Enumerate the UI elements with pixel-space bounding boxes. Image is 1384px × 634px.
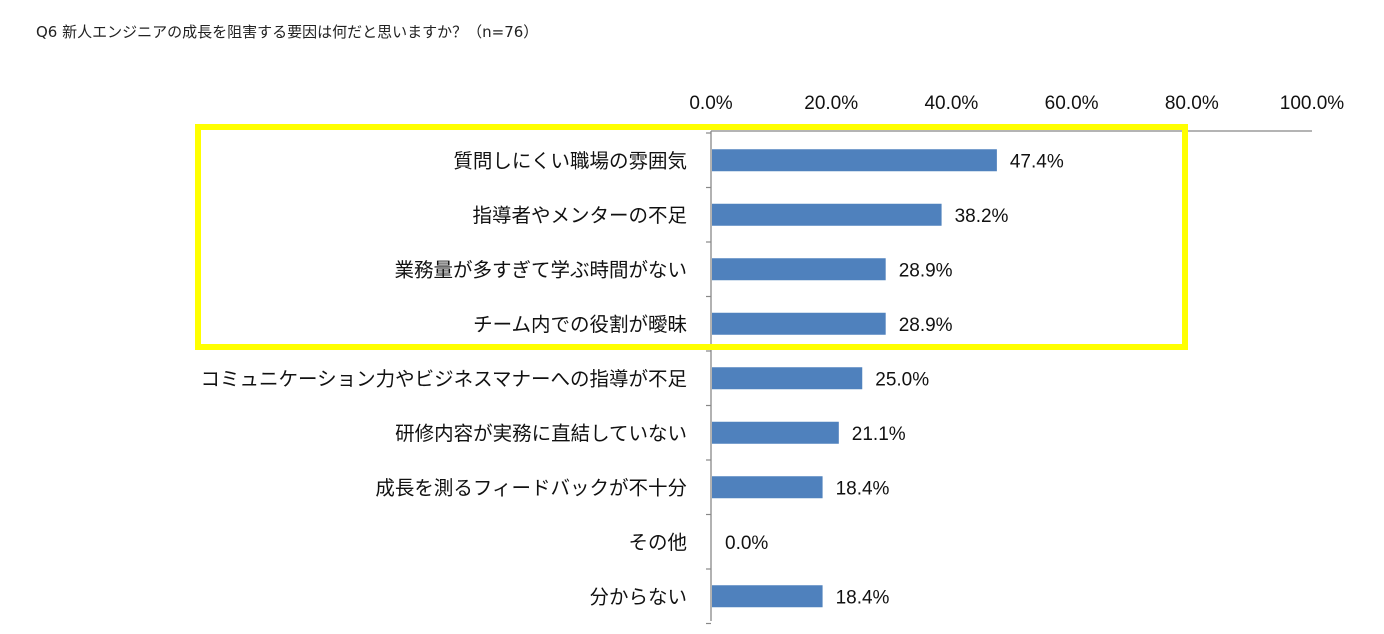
category-label: 研修内容が実務に直結していない — [395, 422, 687, 445]
data-label: 18.4% — [836, 478, 890, 499]
bar — [712, 476, 823, 499]
bar — [712, 585, 823, 608]
data-label: 21.1% — [852, 424, 906, 445]
bar — [712, 312, 886, 335]
data-label: 28.9% — [899, 260, 953, 281]
bar — [712, 149, 997, 172]
category-label: 質問しにくい職場の雰囲気 — [453, 149, 687, 172]
x-tick-label: 100.0% — [1280, 93, 1345, 114]
x-axis: 0.0% 20.0% 40.0% 60.0% 80.0% 100.0% — [689, 93, 1345, 625]
category-label: チーム内での役割が曖昧 — [473, 313, 687, 336]
data-label: 0.0% — [725, 533, 768, 554]
category-label: 成長を測るフィードバックが不十分 — [375, 476, 687, 499]
data-label: 47.4% — [1010, 151, 1064, 172]
x-tick-label: 60.0% — [1045, 93, 1099, 114]
category-label: その他 — [628, 531, 687, 554]
category-label: 業務量が多すぎて学ぶ時間がない — [394, 258, 687, 281]
data-label: 18.4% — [836, 587, 890, 608]
bars: 47.4% 質問しにくい職場の雰囲気 38.2% 指導者やメンターの不足 28.9% 業務… — [200, 149, 1064, 608]
highlight-box — [195, 124, 1188, 350]
x-tick-label: 80.0% — [1165, 93, 1219, 114]
category-label: コミュニケーション力やビジネスマナーへの指導が不足 — [200, 367, 687, 390]
x-tick-label: 0.0% — [689, 93, 732, 114]
category-label: 分からない — [589, 585, 687, 608]
data-label: 25.0% — [875, 369, 929, 390]
x-tick-label: 40.0% — [924, 93, 978, 114]
x-tick-label: 20.0% — [804, 93, 858, 114]
chart-title: Q6 新人エンジニアの成長を阻害する要因は何だと思いますか？（n=76） — [36, 23, 538, 41]
bar — [712, 203, 942, 226]
bar — [712, 421, 839, 444]
bar — [712, 367, 863, 390]
data-label: 28.9% — [899, 315, 953, 336]
bar — [712, 258, 886, 281]
category-label: 指導者やメンターの不足 — [472, 204, 687, 227]
highlight-group — [195, 124, 1188, 350]
data-label: 38.2% — [955, 206, 1009, 227]
